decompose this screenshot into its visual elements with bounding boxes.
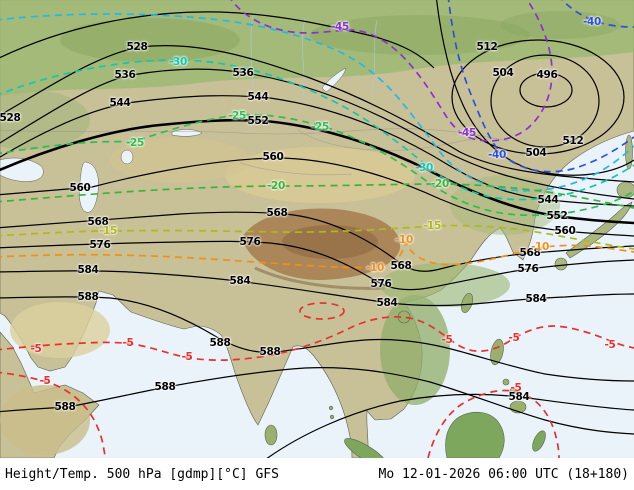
island-andaman bbox=[328, 405, 334, 411]
map-canvas bbox=[0, 0, 634, 458]
border-line bbox=[239, 162, 353, 176]
height-contour-496-closed-low bbox=[519, 72, 573, 108]
terrain-forest-patch bbox=[310, 15, 530, 55]
weather-map: 528 528 536 536 544 544 544 552 552 560 560 560 568 5… bbox=[0, 0, 634, 458]
river bbox=[371, 19, 378, 97]
temp-contour-minus40 bbox=[447, 0, 634, 173]
temp-contours bbox=[0, 0, 634, 458]
terrain-forest-patch bbox=[60, 18, 240, 62]
chart-title-label: Height/Temp. 500 hPa [gdmp][°C] GFS bbox=[5, 466, 279, 482]
lake-baikal bbox=[321, 67, 347, 93]
height-contour-north bbox=[0, 11, 435, 69]
temp-contour-minus5-closed-cell bbox=[299, 302, 345, 320]
terrain-tibet-core bbox=[282, 225, 378, 259]
island-luzon bbox=[490, 338, 504, 366]
temp-contour-minus25 bbox=[0, 113, 634, 217]
island-sumatra bbox=[344, 438, 388, 458]
black-sea bbox=[0, 157, 44, 182]
temp-contour-minus5-main bbox=[0, 316, 634, 361]
temp-contour-minus40-corner bbox=[561, 0, 634, 28]
height-contour-552-bold bbox=[0, 118, 634, 225]
height-contour-568 bbox=[0, 211, 634, 272]
height-contour-512-closed-low bbox=[451, 39, 625, 155]
chart-footer: Height/Temp. 500 hPa [gdmp][°C] GFS Mo 1… bbox=[0, 458, 634, 490]
islands bbox=[264, 134, 634, 458]
height-contour-520 bbox=[436, 0, 634, 176]
temp-contour-minus5-southeast bbox=[427, 389, 560, 458]
island-sri-lanka bbox=[264, 424, 278, 446]
height-contour-588-south bbox=[0, 367, 634, 435]
river bbox=[250, 13, 254, 97]
island-sulawesi bbox=[532, 430, 546, 452]
height-contour-584-south bbox=[266, 393, 634, 458]
terrain-himalaya-rim bbox=[254, 266, 386, 290]
temp-contour-minus5-southwest bbox=[0, 371, 106, 458]
height-contour-544 bbox=[0, 95, 634, 207]
height-contour-536 bbox=[0, 68, 634, 200]
terrain-forest-patch bbox=[500, 11, 620, 39]
temp-contour-minus10 bbox=[0, 239, 634, 269]
island-visayas bbox=[502, 378, 510, 386]
height-contour-576 bbox=[0, 240, 634, 291]
country-borders bbox=[0, 128, 509, 176]
island-andaman bbox=[329, 414, 335, 420]
water-bodies bbox=[0, 67, 347, 213]
terrain-indochina-green bbox=[380, 295, 450, 405]
height-contours bbox=[0, 0, 634, 458]
height-contour-588-north bbox=[0, 296, 634, 382]
island-honshu bbox=[565, 201, 633, 259]
temp-contour-minus15 bbox=[0, 224, 634, 250]
height-contour-528 bbox=[0, 44, 634, 183]
chart-valid-time-label: Mo 12-01-2026 06:00 UTC (18+180) bbox=[378, 466, 629, 482]
terrain-desert-kazakh bbox=[110, 138, 250, 182]
terrain-nechina-green bbox=[450, 175, 560, 235]
temp-contour-minus45 bbox=[230, 0, 553, 142]
terrain-arabia-sand bbox=[10, 302, 110, 358]
rivers bbox=[250, 13, 378, 101]
height-contour-504-closed-low bbox=[490, 54, 600, 148]
border-line bbox=[297, 129, 479, 151]
river bbox=[301, 17, 306, 101]
aral-sea bbox=[120, 149, 134, 165]
height-contour-584 bbox=[0, 270, 634, 307]
terrain-africa-sand bbox=[0, 385, 90, 455]
island-borneo bbox=[445, 411, 505, 458]
temp-contour-minus20 bbox=[0, 183, 634, 209]
border-line bbox=[0, 128, 509, 142]
island-kyushu bbox=[554, 257, 568, 271]
height-contour-560 bbox=[0, 157, 634, 237]
terrain-europe-green bbox=[0, 90, 90, 150]
temp-contour-minus30 bbox=[0, 59, 634, 201]
